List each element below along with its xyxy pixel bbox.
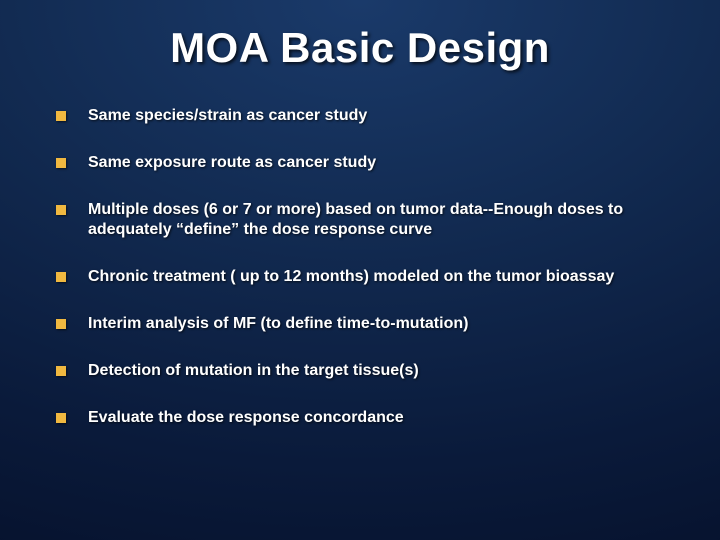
bullet-text: Chronic treatment ( up to 12 months) mod… — [88, 267, 614, 288]
bullet-text: Same exposure route as cancer study — [88, 153, 376, 174]
square-bullet-icon — [56, 158, 66, 168]
square-bullet-icon — [56, 366, 66, 376]
square-bullet-icon — [56, 319, 66, 329]
square-bullet-icon — [56, 205, 66, 215]
bullet-text: Multiple doses (6 or 7 or more) based on… — [88, 200, 670, 242]
list-item: Same species/strain as cancer study — [56, 106, 670, 127]
list-item: Same exposure route as cancer study — [56, 153, 670, 174]
list-item: Multiple doses (6 or 7 or more) based on… — [56, 200, 670, 242]
bullet-text: Evaluate the dose response concordance — [88, 408, 404, 429]
bullet-list: Same species/strain as cancer study Same… — [50, 106, 670, 428]
square-bullet-icon — [56, 272, 66, 282]
list-item: Interim analysis of MF (to define time-t… — [56, 314, 670, 335]
square-bullet-icon — [56, 413, 66, 423]
slide-title: MOA Basic Design — [50, 24, 670, 72]
list-item: Detection of mutation in the target tiss… — [56, 361, 670, 382]
bullet-text: Detection of mutation in the target tiss… — [88, 361, 419, 382]
bullet-text: Same species/strain as cancer study — [88, 106, 367, 127]
square-bullet-icon — [56, 111, 66, 121]
list-item: Chronic treatment ( up to 12 months) mod… — [56, 267, 670, 288]
bullet-text: Interim analysis of MF (to define time-t… — [88, 314, 468, 335]
list-item: Evaluate the dose response concordance — [56, 408, 670, 429]
slide: MOA Basic Design Same species/strain as … — [0, 0, 720, 540]
